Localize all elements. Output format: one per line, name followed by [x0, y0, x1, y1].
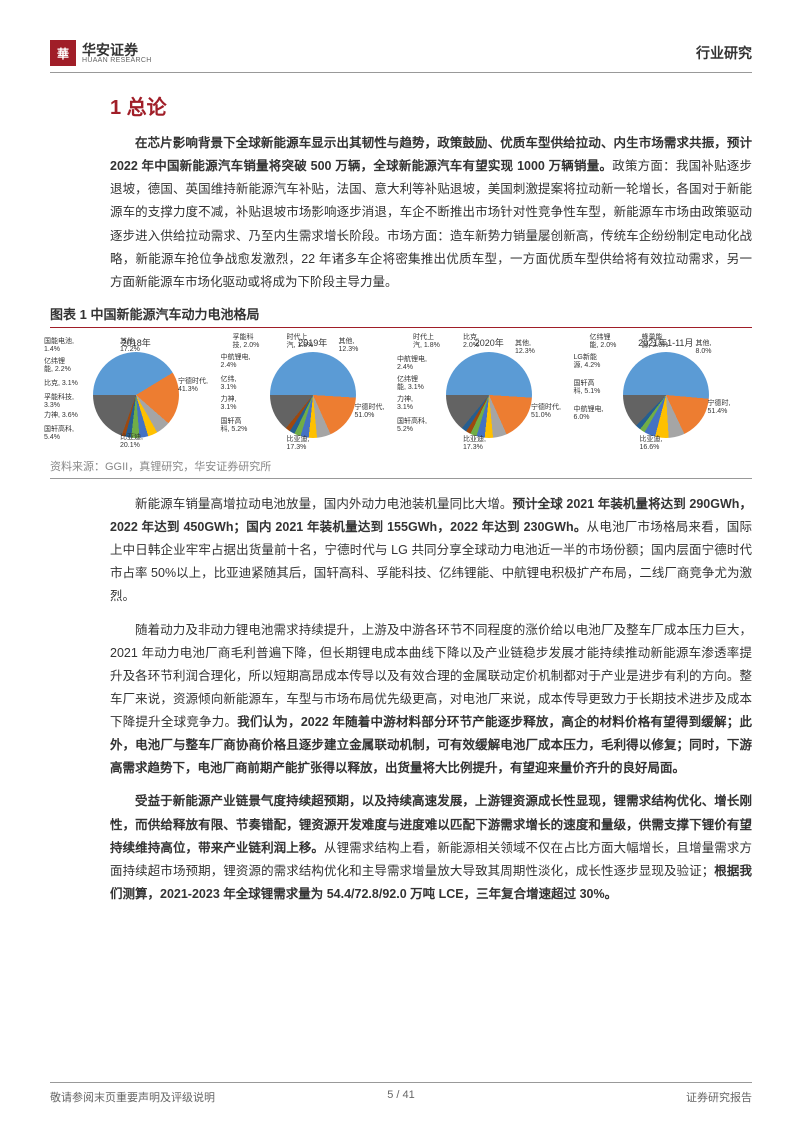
- pie-graphic: [623, 352, 709, 438]
- page-header: 華 华安证券 HUAAN RESEARCH 行业研究: [50, 40, 752, 73]
- pie-slice-label: 孚能科技, 2.0%: [233, 334, 260, 349]
- pie-slice-label: 亿纬锂能, 2.0%: [590, 334, 617, 349]
- pie-chart-1: 2019年孚能科技, 2.0%时代上汽, 1.8%中航锂电,2.4%亿纬,3.1…: [227, 334, 400, 454]
- pie-chart-0: 2018年国能电池,1.4%亿纬锂能, 2.2%比克, 3.1%孚能科技,3.3…: [50, 334, 223, 454]
- pie-graphic: [93, 352, 179, 438]
- paragraph-2: 新能源车销量高增拉动电池放量，国内外动力电池装机量同比大增。预计全球 2021 …: [110, 493, 752, 609]
- pie-slice-label: 中航锂电,6.0%: [574, 406, 604, 421]
- pie-slice-label: 比克,2.0%: [463, 334, 479, 349]
- logo-block: 華 华安证券 HUAAN RESEARCH: [50, 40, 152, 66]
- paragraph-4: 受益于新能源产业链景气度持续超预期，以及持续高速发展，上游锂资源成长性显现，锂需…: [110, 790, 752, 906]
- pie-slice-label: 力神, 3.6%: [44, 412, 78, 420]
- pie-slice-label: 亿纬,3.1%: [221, 376, 237, 391]
- header-category: 行业研究: [696, 43, 752, 63]
- pie-slice-label: 其他,12.3%: [515, 340, 535, 355]
- pie-slice-label: 国轩高科,5.4%: [44, 426, 74, 441]
- pie-slice-label: 宁德时代,51.0%: [531, 404, 561, 419]
- pie-slice-label: 比亚迪,17.3%: [287, 436, 310, 451]
- pie-slice-label: 时代上汽, 1.8%: [287, 334, 314, 349]
- pie-chart-2: 2020年时代上汽, 1.8%比克,2.0%中航锂电,2.4%亿纬锂能, 3.1…: [403, 334, 576, 454]
- pie-slice-label: 比亚迪,16.6%: [640, 436, 663, 451]
- pie-slice-label: 国轩高科, 5.1%: [574, 380, 601, 395]
- pie-slice-label: 孚能科技,3.3%: [44, 394, 74, 409]
- figure-title: 图表 1 中国新能源汽车动力电池格局: [50, 304, 752, 328]
- figure-source: 资料来源：GGII，真锂研究，华安证券研究所: [50, 458, 752, 479]
- pie-slice-label: 亿纬锂能, 3.1%: [397, 376, 424, 391]
- logo-main-text: 华安证券: [82, 43, 152, 57]
- footer-page-number: 5 / 41: [387, 1089, 415, 1101]
- paragraph-3: 随着动力及非动力锂电池需求持续提升，上游及中游各环节不同程度的涨价给以电池厂及整…: [110, 619, 752, 781]
- chart-year-label: 2020年: [475, 336, 504, 349]
- pie-slice-label: 比克, 3.1%: [44, 380, 78, 388]
- pie-slice-label: LG新能源, 4.2%: [574, 354, 601, 369]
- pie-chart-3: 2021年1-11月亿纬锂能, 2.0%蜂巢能源, 2.0%LG新能源, 4.2…: [580, 334, 753, 454]
- pie-slice-label: 比亚迪,20.1%: [120, 434, 143, 449]
- pie-slice-label: 亿纬锂能, 2.2%: [44, 358, 71, 373]
- pie-graphic: [270, 352, 356, 438]
- pie-slice-label: 其他,12.3%: [339, 338, 359, 353]
- logo-sub-text: HUAAN RESEARCH: [82, 57, 152, 64]
- pie-slice-label: 宁德时代,41.3%: [178, 378, 208, 393]
- logo-icon: 華: [50, 40, 76, 66]
- pie-slice-label: 其他,8.0%: [696, 340, 712, 355]
- pie-slice-label: 中航锂电,2.4%: [221, 354, 251, 369]
- pie-slice-label: 国能电池,1.4%: [44, 338, 74, 353]
- pie-slice-label: 时代上汽, 1.8%: [413, 334, 440, 349]
- charts-row: 2018年国能电池,1.4%亿纬锂能, 2.2%比克, 3.1%孚能科技,3.3…: [50, 334, 752, 454]
- pie-slice-label: 蜂巢能源, 2.0%: [642, 334, 669, 349]
- pie-slice-label: 中航锂电,2.4%: [397, 356, 427, 371]
- page-footer: 敬请参阅末页重要声明及评级说明 5 / 41 证券研究报告: [50, 1082, 752, 1105]
- pie-slice-label: 宁德时代,51.0%: [355, 404, 385, 419]
- pie-slice-label: 力神,3.1%: [221, 396, 237, 411]
- paragraph-1: 在芯片影响背景下全球新能源车显示出其韧性与趋势，政策鼓励、优质车型供给拉动、内生…: [110, 132, 752, 294]
- section-title: 1 总论: [110, 91, 752, 120]
- pie-slice-label: 比亚迪,17.3%: [463, 436, 486, 451]
- pie-slice-label: 国轩高科,5.2%: [397, 418, 427, 433]
- pie-slice-label: 宁德时,51.4%: [708, 400, 731, 415]
- pie-graphic: [446, 352, 532, 438]
- pie-slice-label: 力神,3.1%: [397, 396, 413, 411]
- pie-slice-label: 国轩高科, 5.2%: [221, 418, 248, 433]
- footer-right: 证券研究报告: [686, 1089, 752, 1105]
- pie-slice-label: 其他,17.2%: [120, 338, 140, 353]
- footer-left: 敬请参阅末页重要声明及评级说明: [50, 1089, 215, 1105]
